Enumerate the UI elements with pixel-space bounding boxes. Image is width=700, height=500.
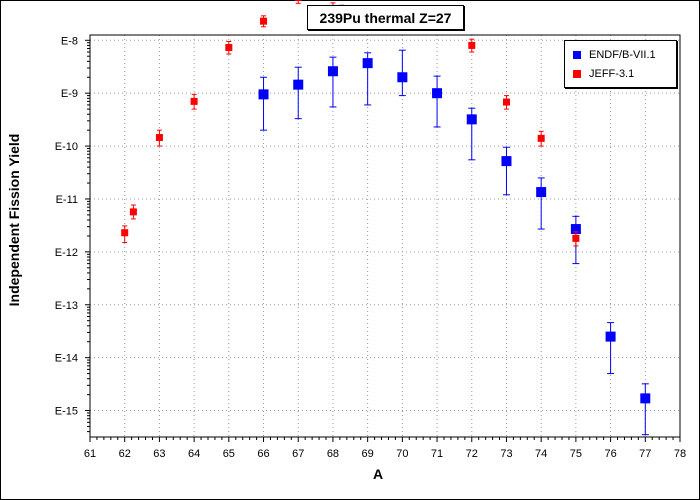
- y-tick-label: E-14: [55, 353, 78, 365]
- x-tick-label: 64: [188, 448, 200, 460]
- data-point: [121, 229, 129, 237]
- x-tick-label: 71: [431, 448, 443, 460]
- data-point: [640, 393, 651, 404]
- data-point: [397, 72, 408, 83]
- x-tick-label: 72: [466, 448, 478, 460]
- x-tick-label: 75: [570, 448, 582, 460]
- legend-swatch-jeff: [573, 70, 581, 78]
- x-tick-label: 73: [500, 448, 512, 460]
- data-point: [129, 208, 137, 216]
- x-tick-label: 74: [535, 448, 547, 460]
- axes: 61 62 63 64 65 66 67 68 69 70 71 72 73 74 75 76 77 78 E-15…: [55, 35, 686, 460]
- data-point: [190, 97, 198, 105]
- x-tick-label: 63: [153, 448, 165, 460]
- legend-item-jeff: JEFF-3.1: [573, 68, 634, 80]
- y-tick-label: E-9: [61, 88, 78, 100]
- legend: ENDF/B-VII.1 JEFF-3.1: [564, 40, 677, 88]
- data-point: [362, 58, 373, 69]
- y-tick-label: E-13: [55, 300, 78, 312]
- legend-label-endf: ENDF/B-VII.1: [589, 49, 656, 61]
- y-tick-label: E-11: [56, 194, 78, 206]
- data-point: [537, 134, 545, 142]
- x-tick-label: 70: [396, 448, 408, 460]
- data-point: [327, 66, 338, 77]
- x-tick-label: 78: [674, 448, 686, 460]
- data-point: [502, 98, 510, 106]
- data-point: [155, 134, 163, 142]
- legend-label-jeff: JEFF-3.1: [589, 68, 635, 80]
- data-point: [466, 114, 477, 125]
- x-tick-label: 76: [604, 448, 616, 460]
- y-tick-label: E-15: [55, 406, 78, 418]
- x-tick-label: 61: [84, 448, 96, 460]
- data-point: [605, 331, 616, 342]
- data-point: [294, 0, 302, 1]
- x-axis-label: A: [372, 466, 384, 482]
- grid: [90, 35, 680, 437]
- data-point: [293, 79, 304, 90]
- data-point: [225, 44, 233, 52]
- legend-swatch-endf: [573, 51, 581, 59]
- y-tick-label: E-12: [55, 247, 78, 259]
- y-axis-label: Independent Fission Yield: [6, 133, 22, 307]
- series-endf: [258, 49, 651, 436]
- data-point: [570, 224, 581, 235]
- plot-area: [89, 34, 681, 438]
- series-jeff: [121, 0, 580, 247]
- data-point: [501, 156, 512, 167]
- data-point: [432, 88, 443, 99]
- x-tick-label: 65: [223, 448, 235, 460]
- y-tick-label: E-8: [61, 35, 78, 47]
- data-point: [260, 17, 268, 25]
- legend-item-endf: ENDF/B-VII.1: [573, 49, 656, 61]
- x-tick-label: 77: [639, 448, 651, 460]
- data-point: [536, 187, 547, 198]
- x-tick-label: 69: [362, 448, 374, 460]
- data-point: [468, 41, 476, 49]
- y-tick-label: E-10: [55, 141, 78, 153]
- data-point: [572, 234, 580, 242]
- x-tick-label: 66: [257, 448, 269, 460]
- chart-title: 239Pu thermal Z=27: [307, 5, 464, 30]
- x-tick-label: 62: [119, 448, 131, 460]
- x-tick-label: 67: [292, 448, 304, 460]
- data-point: [258, 89, 269, 100]
- x-tick-label: 68: [327, 448, 339, 460]
